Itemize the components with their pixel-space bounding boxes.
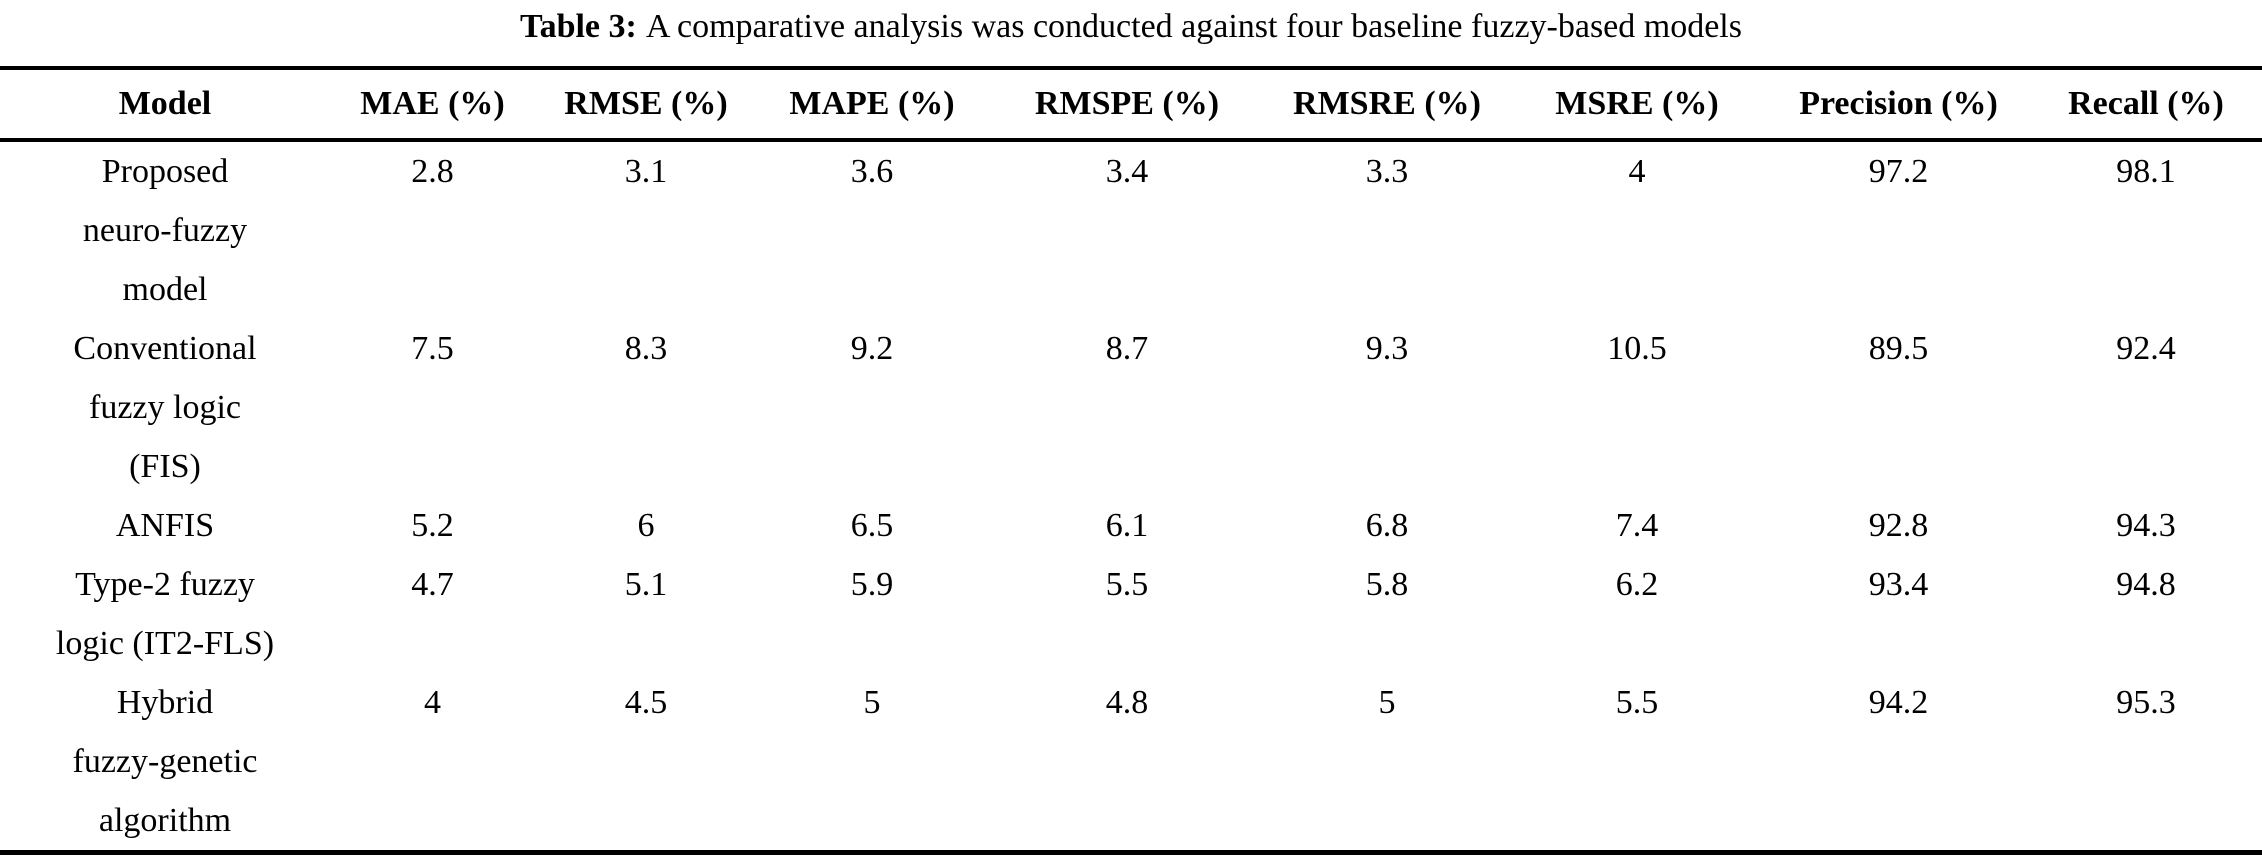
model-name-cell: Proposed neuro-fuzzy model [82,153,248,308]
value-cell: 3.1 [624,153,668,190]
model-name-cell: Type-2 fuzzy logic (IT2-FLS) [55,566,275,662]
value-cell: 5.8 [1365,566,1409,603]
table-row: ANFIS 5.2 6 6.5 6.1 6.8 7.4 92.8 94.3 [0,496,2262,555]
value-cell: 92.8 [1868,507,1929,544]
column-header-model: Model [0,68,330,142]
table-caption: Table 3: A comparative analysis was cond… [0,0,2262,66]
value-cell: 5.5 [1105,566,1149,603]
table-row: Proposed neuro-fuzzy model 2.8 3.1 3.6 3… [0,140,2262,319]
value-cell: 6 [637,507,655,544]
value-cell: 94.2 [1868,684,1929,721]
value-cell: 4 [1628,153,1646,190]
value-cell: 5.2 [411,507,454,544]
value-cell: 8.3 [624,330,668,367]
value-cell: 9.2 [850,330,894,367]
value-cell: 92.4 [2116,330,2176,367]
value-cell: 3.4 [1105,153,1149,190]
model-name-cell: Conventional fuzzy logic (FIS) [73,330,257,485]
model-name-cell: ANFIS [115,507,215,544]
value-cell: 6.2 [1615,566,1659,603]
table-caption-label: Table 3: [520,8,637,45]
column-header-recall: Recall (%) [2030,68,2262,142]
value-cell: 94.3 [2116,507,2176,544]
column-header-rmsre: RMSRE (%) [1267,68,1507,142]
comparison-table: Model MAE (%) RMSE (%) MAPE (%) RMSPE (%… [0,66,2262,855]
value-cell: 5 [863,684,881,721]
value-cell: 6.1 [1105,507,1149,544]
value-cell: 89.5 [1868,330,1929,367]
value-cell: 10.5 [1607,330,1667,367]
header-row: Model MAE (%) RMSE (%) MAPE (%) RMSPE (%… [0,68,2262,142]
table-row: Hybrid fuzzy-genetic algorithm 4 4.5 5 4… [0,673,2262,853]
column-header-precision: Precision (%) [1767,68,2030,142]
value-cell: 7.5 [411,330,454,367]
value-cell: 95.3 [2116,684,2176,721]
column-header-msre: MSRE (%) [1507,68,1767,142]
value-cell: 9.3 [1365,330,1409,367]
value-cell: 4.8 [1105,684,1149,721]
value-cell: 5.5 [1615,684,1659,721]
value-cell: 6.8 [1365,507,1409,544]
table-row: Type-2 fuzzy logic (IT2-FLS) 4.7 5.1 5.9… [0,555,2262,673]
value-cell: 2.8 [411,153,454,190]
value-cell: 7.4 [1615,507,1659,544]
column-header-mae: MAE (%) [330,68,535,142]
value-cell: 94.8 [2116,566,2176,603]
value-cell: 97.2 [1868,153,1929,190]
table-row: Conventional fuzzy logic (FIS) 7.5 8.3 9… [0,319,2262,496]
value-cell: 5.1 [624,566,668,603]
value-cell: 4.7 [411,566,454,603]
value-cell: 4.5 [624,684,668,721]
value-cell: 3.6 [850,153,894,190]
column-header-rmspe: RMSPE (%) [987,68,1267,142]
value-cell: 8.7 [1105,330,1149,367]
table-caption-text: A comparative analysis was conducted aga… [645,8,1742,45]
value-cell: 5 [1378,684,1396,721]
column-header-mape: MAPE (%) [757,68,987,142]
column-header-rmse: RMSE (%) [535,68,757,142]
value-cell: 98.1 [2116,153,2176,190]
model-name-cell: Hybrid fuzzy-genetic algorithm [72,684,258,839]
value-cell: 3.3 [1365,153,1409,190]
value-cell: 6.5 [850,507,894,544]
value-cell: 4 [424,684,441,721]
value-cell: 5.9 [850,566,894,603]
value-cell: 93.4 [1868,566,1929,603]
